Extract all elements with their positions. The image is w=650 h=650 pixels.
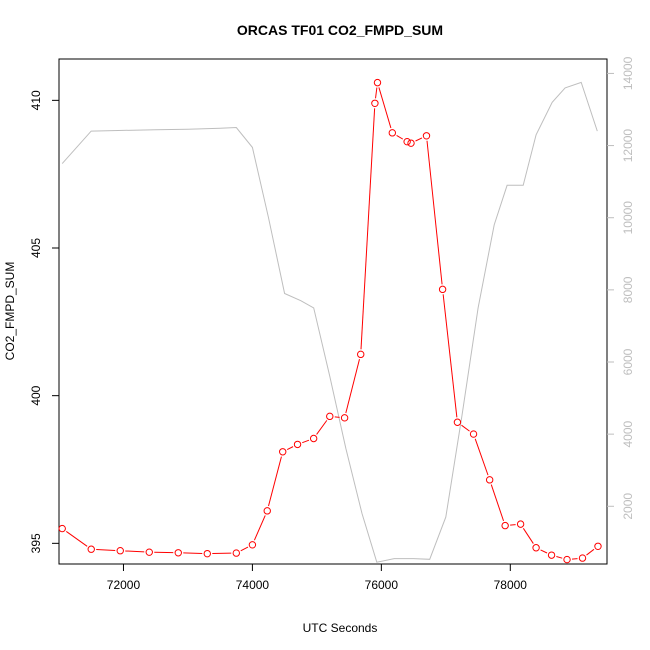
co2-line-segment (183, 552, 203, 555)
co2-data-point (563, 555, 571, 564)
co2-data-point (516, 520, 525, 528)
co2-line-segment (96, 548, 116, 551)
co2-data-point (248, 541, 257, 549)
co2-data-point (469, 430, 478, 438)
co2-data-point (293, 440, 302, 449)
co2-data-point (532, 544, 540, 552)
x-axis: 72000 74000 76000 78000 (107, 564, 528, 592)
co2-line-segment (286, 446, 294, 450)
co2-data-point (326, 412, 334, 421)
co2-line-segment (378, 87, 392, 129)
co2-data-point (263, 507, 271, 515)
co2-line-segment (302, 439, 310, 444)
co2-line-segment (442, 294, 458, 418)
x-tick-label: 78000 (494, 578, 528, 592)
co2-line-segment (396, 134, 404, 140)
co2-line-segment (571, 558, 578, 560)
y-tick-label: 405 (29, 238, 43, 258)
co2-line-segment (253, 515, 266, 541)
co2-line-segment (540, 549, 548, 554)
co2-data-point (578, 554, 587, 562)
chart-title: ORCAS TF01 CO2_FMPD_SUM (237, 22, 443, 38)
co2-line-segment (461, 424, 470, 432)
co2-line-segment (345, 359, 360, 414)
co2-line-segment (490, 484, 505, 522)
co2-data-point (58, 524, 66, 533)
co2-data-point (485, 476, 494, 484)
co2-data-point (87, 545, 95, 553)
y2-tick-label: 6000 (621, 348, 635, 375)
co2-data-point (547, 551, 556, 559)
co2-data-point (438, 285, 447, 294)
co2-line-segment (522, 528, 534, 544)
co2-data-point (403, 137, 411, 146)
co2-line-segment (316, 420, 328, 435)
co2-data-point (357, 350, 365, 359)
co2-line-segment (268, 456, 282, 507)
x-tick-label: 74000 (236, 578, 270, 592)
co2-data-point (501, 521, 509, 530)
y-tick-label: 395 (29, 533, 43, 553)
x-tick-label: 76000 (365, 578, 399, 592)
y2-tick-label: 10000 (621, 201, 635, 235)
co2-data-point (116, 547, 124, 555)
co2-data-point (453, 418, 462, 426)
co2-data-point (309, 434, 318, 443)
co2-line-segment (426, 140, 443, 285)
y-axis-right: 2000 4000 6000 8000 10000 12000 14000 (607, 56, 635, 520)
co2-line-segment (474, 438, 489, 476)
y-tick-label: 400 (29, 385, 43, 405)
co2-line-segment (240, 546, 249, 552)
co2-line-segment (415, 137, 423, 142)
co2-data-point (145, 548, 153, 556)
y2-tick-label: 2000 (621, 493, 635, 520)
co2-data-point (407, 139, 415, 147)
y2-tick-label: 8000 (621, 276, 635, 303)
y-tick-label: 410 (29, 90, 43, 110)
co2-data-point (232, 549, 240, 557)
y-axis-left: 395 400 405 410 (29, 90, 59, 553)
secondary-series-line (61, 81, 598, 563)
co2-data-point (373, 78, 382, 87)
co2-data-point (174, 549, 182, 557)
co2-line-segment (125, 550, 145, 553)
co2-line-segment (66, 531, 88, 547)
x-axis-label: UTC Seconds (303, 621, 378, 635)
y2-tick-label: 4000 (621, 420, 635, 447)
series-layer (58, 78, 602, 564)
co2-line-segment (586, 548, 595, 556)
co2-data-point (279, 448, 287, 456)
co2-line-segment (556, 556, 563, 559)
co2-line-segment (510, 524, 516, 526)
co2-data-point (388, 129, 397, 137)
y-axis-label: CO2_FMPD_SUM (3, 262, 17, 361)
co2-data-point (340, 414, 349, 422)
plot-area-frame (58, 58, 608, 565)
co2-data-point (371, 99, 379, 107)
co2-data-point (422, 132, 431, 140)
co2-line-segment (375, 87, 378, 99)
co2-data-point (203, 549, 211, 558)
x-tick-label: 72000 (107, 578, 141, 592)
y2-tick-label: 14000 (621, 56, 635, 90)
co2-data-point (594, 542, 602, 550)
co2-line-segment (360, 108, 376, 350)
y2-tick-label: 12000 (621, 129, 635, 163)
